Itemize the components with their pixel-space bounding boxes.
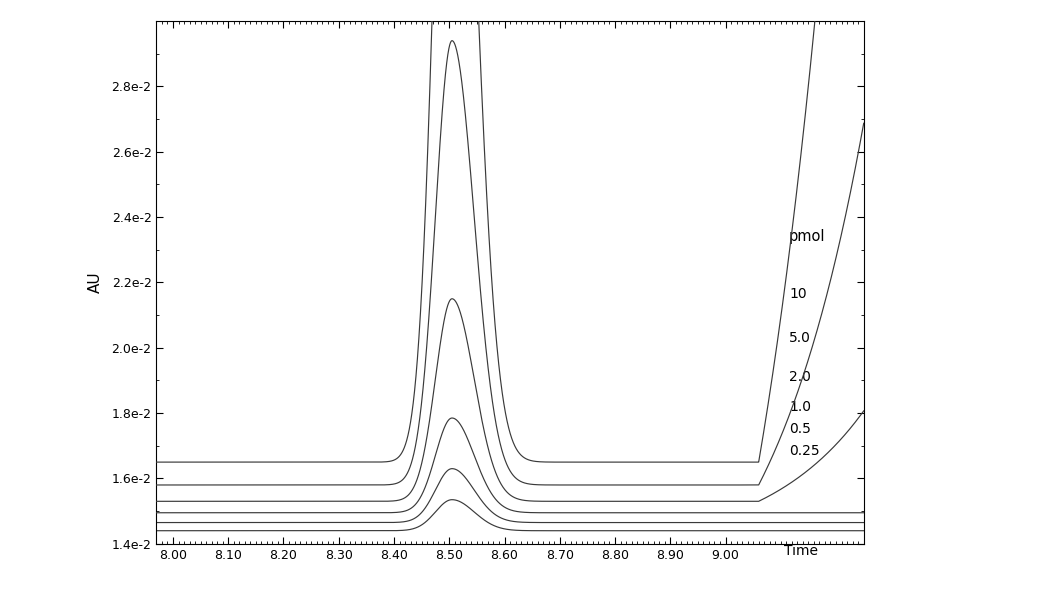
Text: 1.0: 1.0 (789, 399, 811, 413)
Y-axis label: AU: AU (88, 271, 104, 293)
Text: 2.0: 2.0 (789, 370, 811, 384)
Text: pmol: pmol (789, 229, 825, 244)
Text: 0.25: 0.25 (789, 444, 820, 458)
Text: 10: 10 (789, 287, 806, 301)
Text: 5.0: 5.0 (789, 331, 811, 345)
Text: Time: Time (783, 544, 818, 558)
Text: 0.5: 0.5 (789, 422, 811, 436)
